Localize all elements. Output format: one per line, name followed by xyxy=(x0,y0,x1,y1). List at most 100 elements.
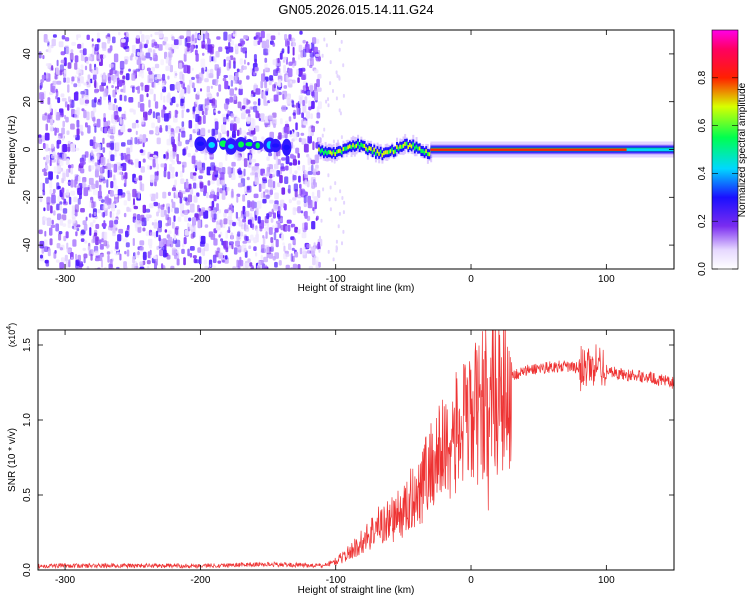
noise-speckle xyxy=(272,212,276,219)
noise-speckle xyxy=(183,209,189,216)
snr-panel: -300 -200 -100 0 100 0.0 0.5 1.0 1.5 Height of s… xyxy=(6,323,675,596)
noise-speckle xyxy=(246,176,250,181)
noise-speckle xyxy=(163,249,167,258)
noise-speckle xyxy=(257,216,261,224)
noise-speckle xyxy=(50,205,52,214)
noise-speckle xyxy=(228,46,234,53)
noise-speckle xyxy=(131,263,136,269)
noise-speckle xyxy=(186,108,190,113)
noise-speckle xyxy=(212,265,216,269)
noise-speckle xyxy=(126,206,130,212)
noise-speckle xyxy=(253,193,259,199)
noise-speckle xyxy=(247,62,250,66)
noise-speckle xyxy=(175,189,178,196)
snr-multiplier-exp: 4 xyxy=(6,326,13,330)
noise-speckle xyxy=(295,122,298,131)
noise-speckle xyxy=(290,155,295,159)
noise-speckle xyxy=(154,63,160,69)
noise-speckle xyxy=(250,67,253,74)
noise-speckle xyxy=(100,166,104,174)
noise-speckle xyxy=(139,240,145,246)
noise-speckle xyxy=(328,197,331,202)
noise-speckle xyxy=(156,245,159,251)
noise-speckle xyxy=(83,257,86,264)
noise-speckle xyxy=(292,46,295,56)
noise-speckle xyxy=(101,223,107,227)
noise-speckle xyxy=(238,220,244,227)
noise-speckle xyxy=(110,249,113,254)
noise-speckle xyxy=(273,69,278,76)
noise-speckle xyxy=(333,159,336,164)
noise-speckle xyxy=(240,40,246,45)
noise-speckle xyxy=(242,152,245,162)
noise-speckle xyxy=(289,130,292,135)
noise-speckle xyxy=(70,143,76,153)
band-core xyxy=(417,146,420,151)
colorbar-tick-label: 0.0 xyxy=(697,262,708,276)
noise-speckle xyxy=(281,48,285,54)
noise-speckle xyxy=(124,95,127,102)
noise-speckle xyxy=(213,213,217,220)
noise-speckle xyxy=(171,160,175,165)
noise-speckle xyxy=(173,215,176,222)
noise-speckle xyxy=(200,127,206,136)
noise-speckle xyxy=(118,31,121,36)
noise-speckle xyxy=(191,82,195,89)
noise-speckle xyxy=(49,189,52,195)
noise-speckle xyxy=(50,118,54,126)
noise-speckle xyxy=(252,136,257,141)
carrier-peak xyxy=(430,148,627,151)
noise-speckle xyxy=(197,219,202,229)
noise-speckle xyxy=(152,158,156,168)
noise-speckle xyxy=(325,43,328,48)
noise-speckle xyxy=(242,47,247,54)
noise-speckle xyxy=(123,200,128,206)
noise-speckle xyxy=(329,81,332,86)
noise-speckle xyxy=(197,161,202,170)
noise-speckle xyxy=(149,56,153,61)
noise-speckle xyxy=(190,172,194,179)
noise-speckle xyxy=(83,223,88,231)
noise-speckle xyxy=(149,156,154,161)
noise-speckle xyxy=(207,39,211,45)
band-core xyxy=(329,150,332,155)
noise-speckle xyxy=(72,239,77,247)
noise-speckle xyxy=(269,168,274,173)
noise-speckle xyxy=(213,171,218,175)
noise-speckle xyxy=(139,134,143,142)
noise-speckle xyxy=(194,37,197,44)
noise-speckle xyxy=(282,242,285,246)
noise-speckle xyxy=(293,183,298,192)
noise-speckle xyxy=(237,268,241,269)
noise-speckle xyxy=(56,127,60,133)
noise-speckle xyxy=(139,30,143,35)
noise-speckle xyxy=(114,219,119,225)
noise-speckle xyxy=(269,131,274,139)
noise-speckle xyxy=(177,85,181,92)
band-core xyxy=(420,148,423,153)
band-core xyxy=(394,149,397,154)
noise-speckle xyxy=(199,88,203,92)
noise-speckle xyxy=(207,180,211,186)
noise-speckle xyxy=(167,75,170,80)
spectrogram-ytick-label: 20 xyxy=(22,96,33,108)
noise-speckle xyxy=(230,203,233,209)
noise-speckle xyxy=(91,156,95,160)
noise-speckle xyxy=(146,93,149,98)
noise-speckle xyxy=(260,30,265,39)
spectrogram-ytick-label: -40 xyxy=(22,237,33,252)
noise-speckle xyxy=(285,225,288,232)
band-core xyxy=(326,151,329,156)
noise-speckle xyxy=(135,36,140,44)
noise-speckle xyxy=(264,67,269,71)
noise-speckle xyxy=(132,69,137,76)
noise-speckle xyxy=(233,30,236,35)
noise-speckle xyxy=(311,164,314,172)
snr-frame xyxy=(37,329,675,571)
noise-speckle xyxy=(93,189,98,196)
noise-speckle xyxy=(63,69,67,74)
noise-speckle xyxy=(49,180,53,189)
noise-speckle xyxy=(158,44,163,51)
noise-speckle xyxy=(195,106,199,115)
noise-speckle xyxy=(114,151,117,157)
